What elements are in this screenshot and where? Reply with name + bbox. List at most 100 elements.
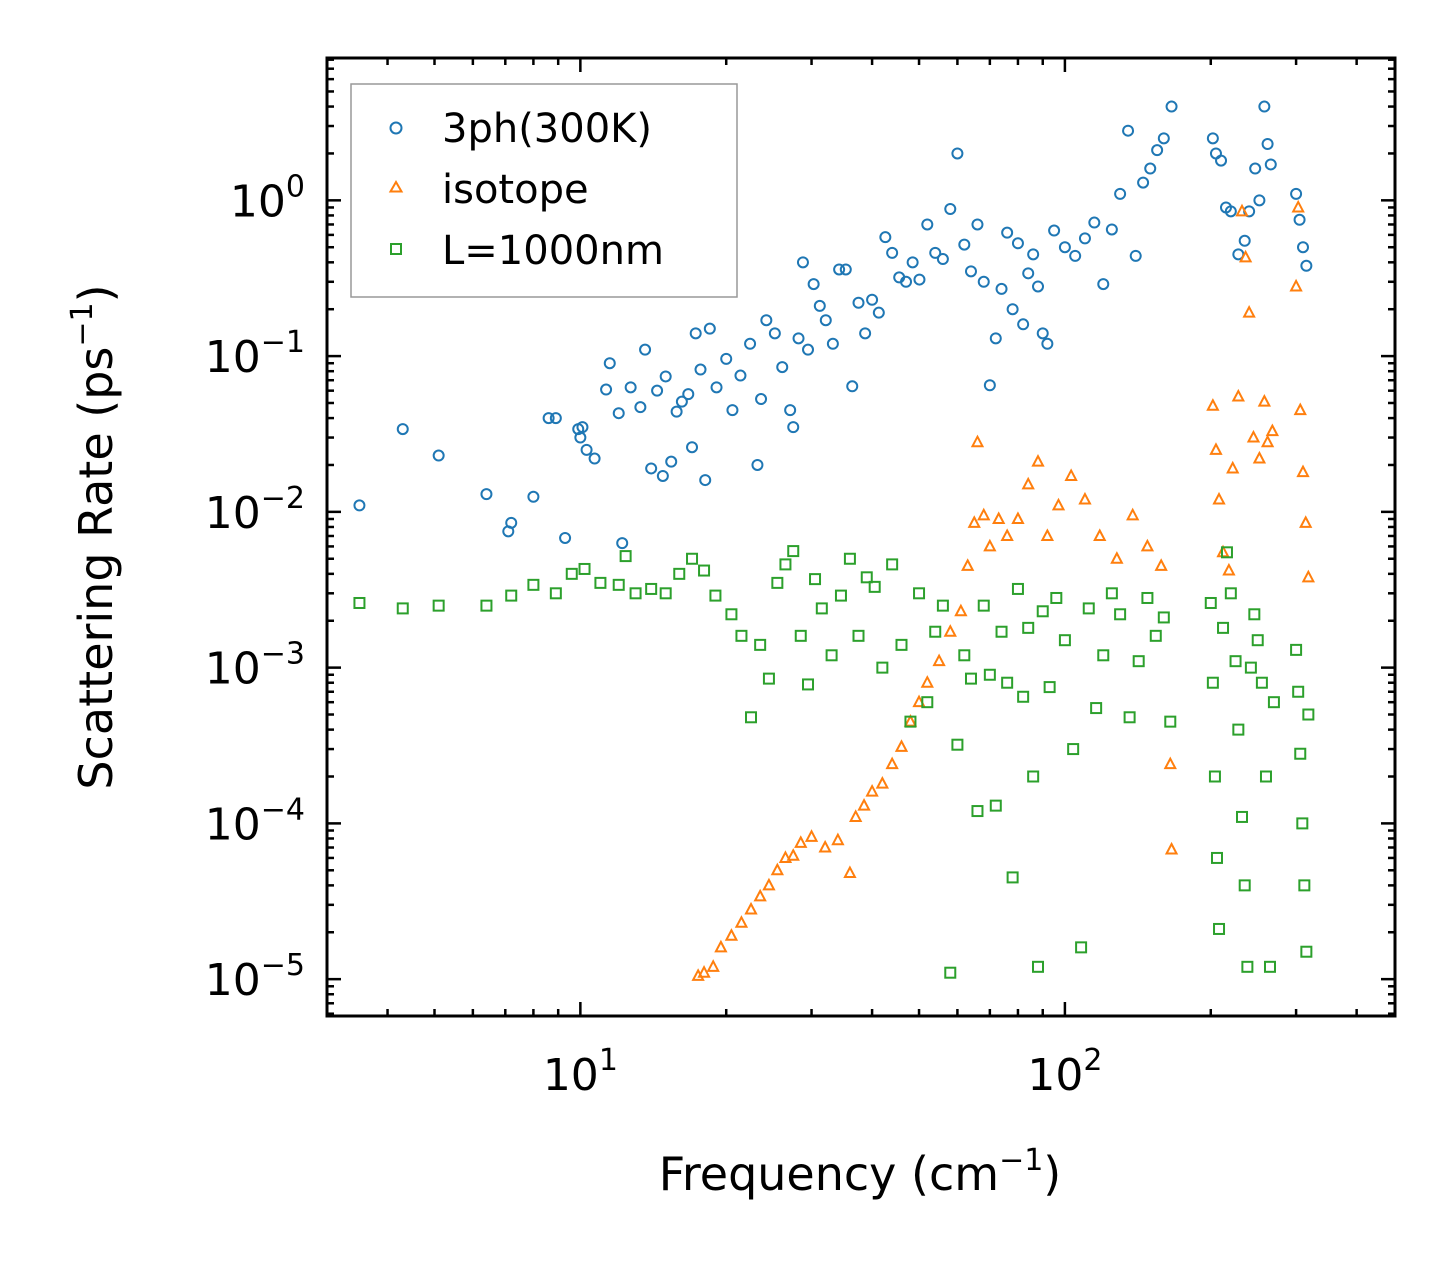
data-point	[932, 653, 946, 667]
data-point	[1051, 497, 1066, 511]
data-point	[1114, 608, 1127, 621]
data-point	[612, 578, 625, 591]
data-point	[744, 901, 758, 915]
data-point	[913, 587, 926, 600]
legend-marker-isotope	[388, 180, 404, 193]
data-point	[651, 384, 664, 397]
data-point	[936, 253, 949, 266]
data-point	[961, 558, 975, 571]
data-point	[588, 452, 601, 465]
data-point	[977, 275, 990, 288]
data-point	[1043, 681, 1056, 694]
data-point	[1255, 676, 1268, 689]
data-point	[770, 862, 785, 876]
data-point	[1293, 213, 1306, 226]
data-point	[686, 441, 699, 454]
data-point	[1290, 187, 1303, 200]
data-point	[542, 412, 555, 425]
data-point	[995, 625, 1008, 638]
data-point	[699, 474, 712, 487]
data-point	[726, 404, 739, 417]
data-point	[1105, 223, 1118, 236]
data-point	[762, 672, 775, 685]
data-point	[527, 490, 540, 503]
data-point	[1022, 267, 1035, 280]
data-point	[1157, 132, 1170, 145]
data-point	[1048, 224, 1061, 237]
data-point	[921, 696, 934, 709]
data-point	[954, 603, 968, 617]
data-point	[1144, 162, 1157, 175]
data-point	[779, 558, 792, 571]
data-point	[1242, 305, 1256, 318]
x-axis-label-exponent: −1	[999, 1143, 1043, 1178]
legend-marker-l1000nm	[390, 243, 402, 255]
data-point	[815, 602, 828, 615]
data-point	[565, 567, 578, 580]
data-point	[1075, 941, 1088, 954]
data-point	[1078, 232, 1091, 245]
data-point	[1163, 756, 1177, 770]
data-point	[852, 296, 865, 309]
x-tick-labels: 101 102	[543, 1043, 1103, 1101]
data-point	[1157, 611, 1170, 624]
data-point	[703, 322, 716, 335]
data-point	[1027, 248, 1040, 261]
data-point	[580, 443, 593, 456]
data-point	[1215, 154, 1228, 167]
data-point	[1206, 132, 1219, 145]
data-point	[1252, 450, 1267, 464]
data-point	[760, 314, 773, 327]
data-point	[1296, 464, 1310, 478]
data-point	[645, 462, 658, 475]
data-point	[1210, 851, 1223, 864]
data-point	[872, 306, 885, 319]
data-point	[505, 589, 518, 602]
data-point	[480, 599, 493, 612]
data-point	[665, 455, 678, 468]
data-point	[1222, 562, 1236, 576]
data-point	[396, 602, 409, 615]
data-point	[768, 327, 781, 340]
data-point	[1140, 538, 1155, 552]
data-point	[1058, 634, 1071, 647]
data-point	[1296, 241, 1309, 254]
x-tick-label: 101	[543, 1043, 618, 1101]
data-point	[792, 332, 805, 345]
data-point	[1206, 676, 1219, 689]
data-point	[936, 599, 949, 612]
legend-label-3ph: 3ph(300K)	[442, 106, 652, 152]
data-point	[578, 562, 591, 575]
data-point	[1069, 249, 1082, 262]
data-point	[673, 567, 686, 580]
data-point	[600, 383, 613, 396]
data-point	[603, 357, 616, 370]
data-point	[1078, 491, 1092, 505]
data-point	[1110, 551, 1124, 564]
data-point	[1244, 661, 1257, 674]
data-point	[576, 421, 589, 434]
data-point	[794, 835, 808, 848]
data-point	[1036, 605, 1049, 618]
data-point	[1006, 303, 1019, 316]
data-point	[1260, 434, 1275, 448]
data-point	[967, 515, 981, 528]
data-point	[1064, 468, 1078, 481]
data-point	[1294, 747, 1307, 760]
data-point	[706, 959, 720, 972]
data-point	[744, 337, 757, 350]
data-point	[1224, 587, 1237, 600]
data-point	[353, 596, 366, 609]
data-point	[1040, 528, 1055, 541]
data-point	[875, 775, 890, 789]
plot-frame	[325, 56, 1397, 1018]
data-point	[900, 275, 913, 288]
series-1	[691, 199, 1316, 981]
data-point	[786, 848, 800, 861]
y-tick-label: 10−4	[205, 792, 305, 850]
data-point	[559, 531, 572, 544]
y-tick-label: 100	[230, 169, 305, 227]
data-point	[977, 599, 990, 612]
data-point	[1082, 602, 1095, 615]
data-point	[1235, 203, 1249, 217]
